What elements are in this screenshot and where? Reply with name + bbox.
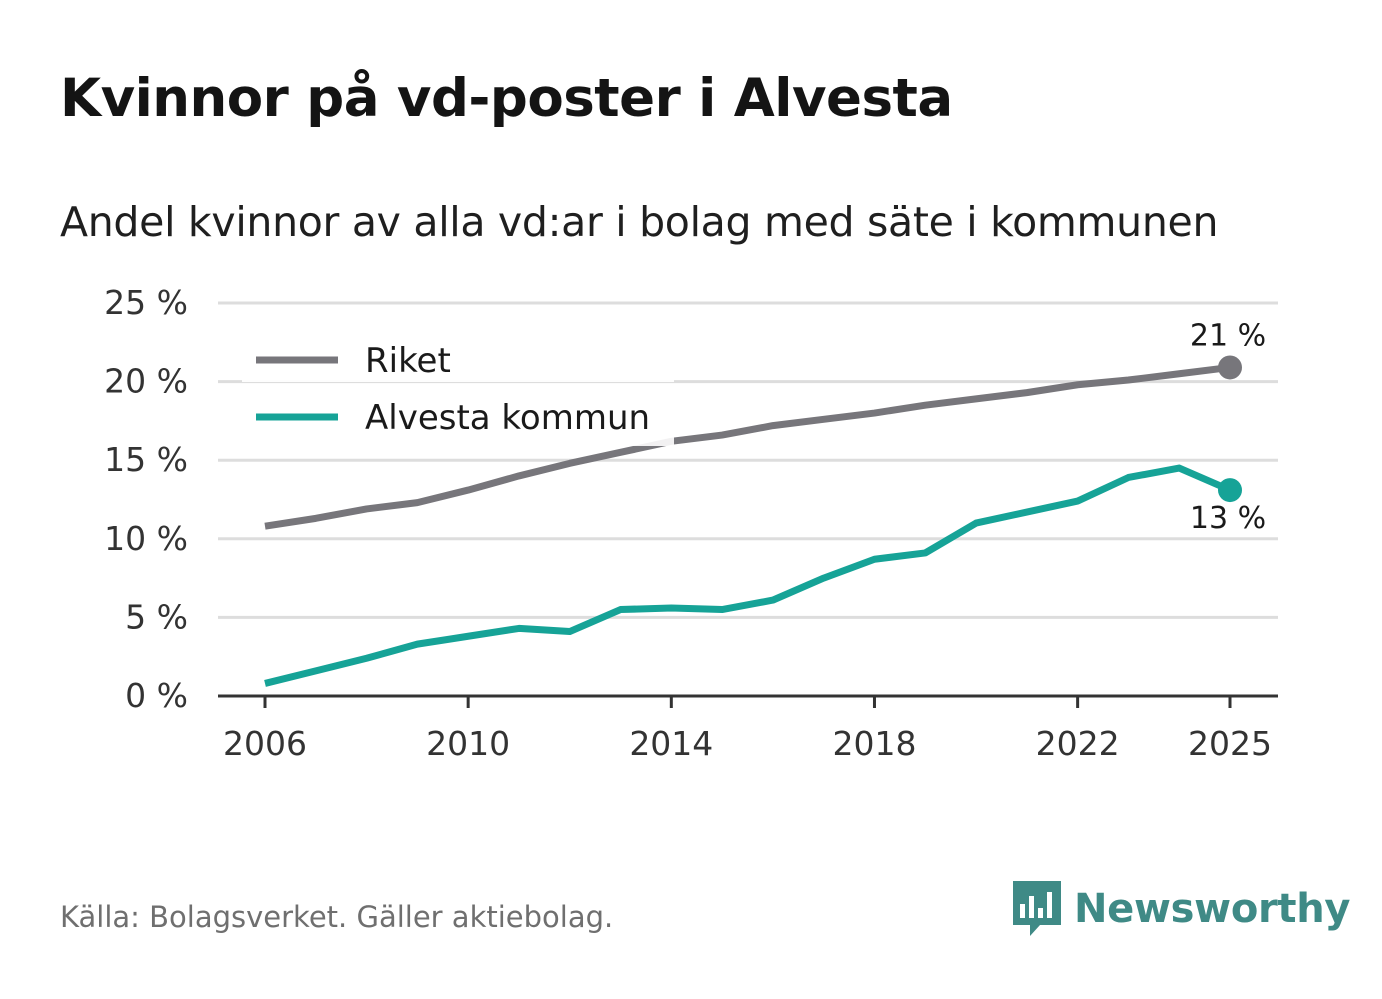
series-lines bbox=[264, 363, 1232, 687]
newsworthy-logo-text: Newsworthy bbox=[1074, 886, 1351, 932]
legend-backdrop bbox=[242, 328, 674, 382]
end-value-label: 21 % bbox=[1190, 318, 1266, 353]
y-tick-label: 20 % bbox=[104, 362, 188, 401]
series-line-alvesta-kommun bbox=[264, 464, 1232, 687]
y-tick-label: 0 % bbox=[125, 676, 188, 715]
series-line-riket bbox=[264, 363, 1231, 530]
x-tick-label: 2006 bbox=[223, 724, 307, 763]
legend-label: Riket bbox=[365, 341, 451, 381]
y-axis: 0 % 5 % 10 % 15 % 20 % 25 % bbox=[104, 283, 188, 715]
x-axis: 2006 2010 2014 2018 2022 2025 bbox=[218, 694, 1278, 763]
chart-subtitle: Andel kvinnor av alla vd:ar i bolag med … bbox=[60, 198, 1219, 246]
newsworthy-logo[interactable]: Newsworthy bbox=[1010, 878, 1351, 940]
y-tick-label: 25 % bbox=[104, 283, 188, 322]
legend-label: Alvesta kommun bbox=[365, 398, 650, 438]
y-tick-label: 10 % bbox=[104, 519, 188, 558]
x-tick-label: 2014 bbox=[629, 724, 713, 763]
newsworthy-logo-icon bbox=[1013, 881, 1061, 936]
end-value-label: 13 % bbox=[1190, 501, 1266, 536]
end-point-marker bbox=[1218, 478, 1242, 503]
source-note: Källa: Bolagsverket. Gäller aktiebolag. bbox=[60, 900, 614, 934]
x-tick-label: 2025 bbox=[1188, 724, 1272, 763]
legend: Riket Alvesta kommun bbox=[242, 328, 674, 446]
x-tick-label: 2018 bbox=[832, 724, 916, 763]
x-tick-label: 2010 bbox=[426, 724, 510, 763]
end-point-marker bbox=[1218, 355, 1242, 380]
end-labels: 21 % 13 % bbox=[1190, 318, 1266, 536]
y-tick-label: 15 % bbox=[104, 440, 188, 479]
y-tick-label: 5 % bbox=[125, 597, 188, 636]
chart-title: Kvinnor på vd-poster i Alvesta bbox=[60, 68, 953, 129]
x-tick-label: 2022 bbox=[1036, 724, 1120, 763]
